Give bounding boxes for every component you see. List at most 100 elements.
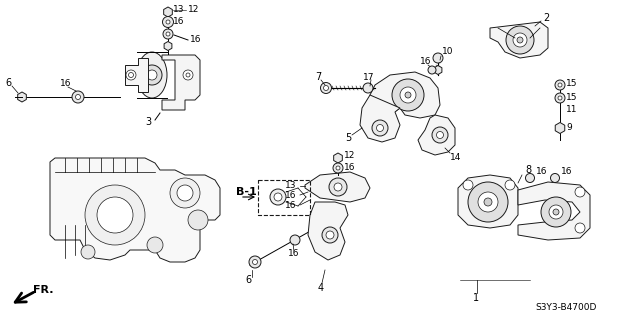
Circle shape [433,53,443,63]
Polygon shape [18,92,26,102]
Text: 15: 15 [566,78,577,87]
Text: 16: 16 [420,57,431,66]
Circle shape [525,174,534,182]
Text: 16: 16 [285,201,296,210]
Text: 4: 4 [318,283,324,293]
Text: 12: 12 [344,151,355,160]
Text: 7: 7 [315,72,321,82]
Circle shape [321,83,332,93]
Polygon shape [458,175,518,228]
Circle shape [270,189,286,205]
Circle shape [506,26,534,54]
Circle shape [436,131,444,138]
Text: 17: 17 [363,72,374,81]
Circle shape [550,174,559,182]
Text: 16: 16 [536,167,547,176]
Polygon shape [418,115,455,155]
Circle shape [428,66,436,74]
Circle shape [85,185,145,245]
Text: 14: 14 [450,152,461,161]
Circle shape [188,210,208,230]
Text: 9: 9 [566,123,572,132]
Circle shape [541,197,571,227]
Circle shape [72,91,84,103]
Circle shape [400,87,416,103]
Text: 16: 16 [60,79,72,88]
Circle shape [336,166,340,170]
Circle shape [97,197,133,233]
Circle shape [575,223,585,233]
Text: 16: 16 [190,35,202,44]
Text: 5: 5 [345,133,351,143]
Circle shape [432,127,448,143]
Circle shape [170,178,200,208]
Text: 10: 10 [442,48,454,56]
Text: 13: 13 [173,5,184,14]
Circle shape [126,70,136,80]
Polygon shape [305,172,370,202]
Polygon shape [164,7,172,17]
Circle shape [322,227,338,243]
Circle shape [166,32,170,36]
Polygon shape [556,122,564,133]
Circle shape [274,193,282,201]
Text: 1: 1 [473,293,479,303]
Circle shape [484,198,492,206]
Circle shape [329,178,347,196]
Circle shape [76,94,81,100]
Polygon shape [125,58,148,92]
Polygon shape [370,72,440,118]
Circle shape [320,220,324,224]
Circle shape [468,182,508,222]
Circle shape [558,83,562,87]
Circle shape [553,209,559,215]
Circle shape [142,65,162,85]
Circle shape [183,70,193,80]
Circle shape [505,180,515,190]
Circle shape [555,80,565,90]
Circle shape [166,20,170,24]
Circle shape [575,187,585,197]
Text: 16: 16 [344,162,355,172]
Text: 15: 15 [566,93,577,101]
Circle shape [177,185,193,201]
Text: 16: 16 [561,167,573,176]
Polygon shape [50,158,220,262]
Text: 16: 16 [288,249,300,257]
Text: 12: 12 [188,5,200,14]
Text: 16: 16 [173,17,184,26]
Text: 6: 6 [245,275,251,285]
Text: 3: 3 [145,117,151,127]
Circle shape [549,205,563,219]
Polygon shape [162,55,200,110]
Circle shape [405,92,411,98]
Circle shape [555,93,565,103]
Polygon shape [518,182,590,240]
Text: 11: 11 [566,106,577,115]
Circle shape [372,120,388,136]
Circle shape [333,163,343,173]
Circle shape [323,85,328,91]
Text: 2: 2 [543,13,549,23]
Circle shape [163,17,173,27]
Circle shape [249,256,261,268]
Text: 16: 16 [285,190,296,199]
Polygon shape [490,22,548,58]
Polygon shape [434,65,442,75]
Polygon shape [308,202,348,260]
Circle shape [253,259,257,264]
Circle shape [326,231,334,239]
Circle shape [558,96,562,100]
Polygon shape [333,153,342,163]
Text: B-1: B-1 [236,187,257,197]
Circle shape [163,29,173,39]
Text: 6: 6 [5,78,11,88]
Circle shape [147,237,163,253]
Circle shape [186,73,190,77]
Polygon shape [164,41,172,50]
Text: FR.: FR. [33,285,54,295]
Circle shape [147,70,157,80]
Polygon shape [360,95,400,142]
Circle shape [478,192,498,212]
Circle shape [517,37,523,43]
